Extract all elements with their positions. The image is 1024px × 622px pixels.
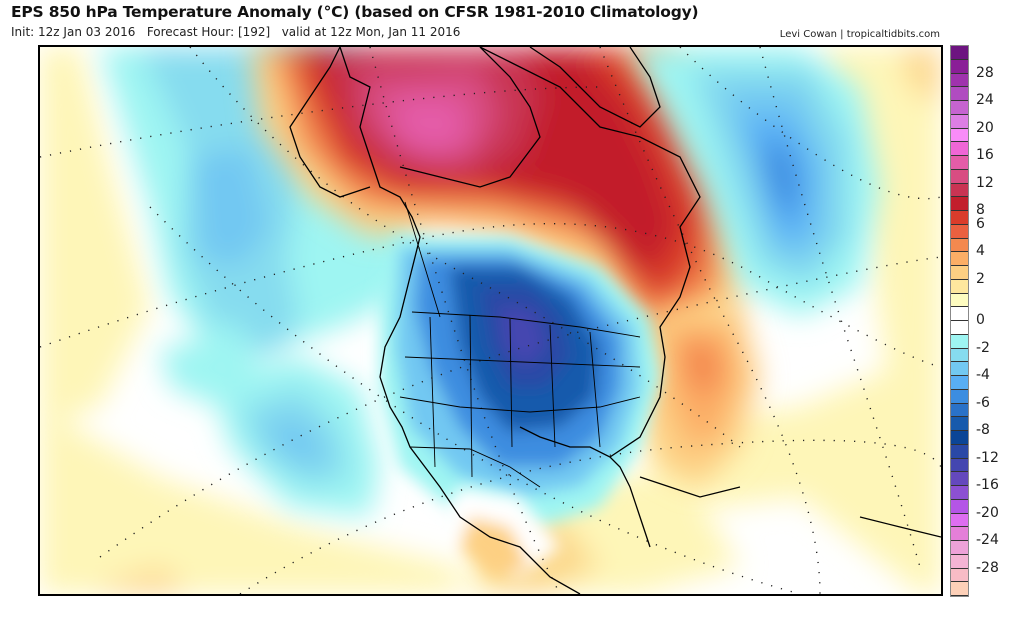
colorbar-bin — [951, 472, 968, 486]
colorbar-bin — [951, 59, 968, 74]
colorbar-tick-label: -4 — [976, 367, 990, 383]
colorbar-bin — [951, 101, 968, 115]
colorbar-bin — [951, 128, 968, 143]
weak-warm-anomalies — [40, 47, 941, 594]
colorbar-bin — [951, 307, 968, 321]
colorbar-tick-label: -6 — [976, 394, 990, 411]
colorbar-bin — [951, 238, 968, 253]
colorbar-bin — [951, 403, 968, 418]
political-borders — [399, 201, 641, 488]
atlantic-cold-anomaly — [630, 47, 880, 317]
anomaly-map — [38, 45, 943, 596]
colorbar-bin — [951, 224, 968, 239]
state-lines — [399, 396, 641, 413]
pacific-coastline — [339, 47, 581, 594]
south-america-coast — [859, 516, 941, 538]
colorbar-tick-label: 28 — [976, 64, 994, 81]
chart-title: EPS 850 hPa Temperature Anomaly (°C) (ba… — [11, 3, 699, 21]
state-lines — [404, 356, 641, 368]
colorbar-bin — [951, 582, 968, 596]
colorbar-bin — [951, 46, 968, 60]
colorbar-bin — [951, 362, 968, 376]
colorbar-tick-label: -12 — [976, 449, 999, 466]
alaska-yukon-border — [404, 201, 441, 318]
atlantic-warm-anomaly — [640, 307, 760, 487]
arctic-coast — [399, 47, 541, 188]
state-lines — [589, 331, 601, 448]
colorbar-bin — [951, 541, 968, 555]
colorbar-bin — [951, 183, 968, 198]
alaska-coast — [289, 47, 371, 198]
cuba — [639, 476, 741, 498]
colorbar-bin — [951, 87, 968, 101]
colorbar-bin — [951, 458, 968, 473]
colorbar-bin — [951, 114, 968, 129]
colorbar-tick-label: -20 — [976, 504, 999, 521]
colorbar-bin — [951, 321, 968, 335]
colorbar-tick-label: 12 — [976, 174, 994, 191]
colorbar-bin — [951, 376, 968, 390]
init-time: Init: 12z Jan 03 2016 — [11, 25, 136, 39]
colorbar-bin — [951, 334, 968, 349]
us-cold-anomaly — [380, 237, 660, 527]
coastlines — [289, 47, 941, 594]
credit: Levi Cowan | tropicaltidbits.com — [779, 29, 940, 40]
colorbar-tick-label: -28 — [976, 559, 999, 576]
state-lines — [549, 324, 556, 448]
graticule — [40, 47, 941, 594]
colorbar-tick-label: 16 — [976, 147, 994, 163]
state-lines — [509, 318, 513, 448]
colorbar-bin — [951, 444, 968, 459]
colorbar-bin — [951, 293, 968, 308]
colorbar-bin — [951, 348, 968, 363]
colorbar-tick-label: 6 — [976, 215, 985, 232]
greenland-coast — [529, 47, 661, 128]
colorbar-tick-label: -8 — [976, 422, 990, 438]
us-mexico-border — [409, 446, 541, 488]
colorbar-bin — [951, 156, 968, 170]
north-america-warm-anomaly — [250, 47, 760, 377]
colorbar-bin — [951, 389, 968, 404]
colorbar-bin — [951, 499, 968, 514]
colorbar-bin — [951, 554, 968, 569]
colorbar-bin — [951, 169, 968, 184]
colorbar-bin — [951, 513, 968, 528]
colorbar-bin — [951, 73, 968, 88]
mexico-anomalies — [440, 487, 560, 577]
colorbar-tick-label: -24 — [976, 532, 999, 548]
state-lines — [429, 316, 436, 468]
colorbar-bin — [951, 279, 968, 294]
colorbar-bin — [951, 568, 968, 583]
colorbar-tick-label: -2 — [976, 339, 990, 356]
colorbar-tick-label: 20 — [976, 119, 994, 136]
colorbar — [950, 45, 969, 597]
map-svg — [40, 47, 941, 594]
colorbar-tick-label: 2 — [976, 270, 985, 287]
us-canada-border — [411, 311, 641, 338]
colorbar-bin — [951, 431, 968, 445]
colorbar-bin — [951, 197, 968, 211]
colorbar-bin — [951, 527, 968, 541]
colorbar-bin — [951, 486, 968, 500]
colorbar-tick-label: 24 — [976, 92, 994, 108]
valid-time: valid at 12z Mon, Jan 11 2016 — [281, 25, 461, 39]
colorbar-bin — [951, 142, 968, 156]
subtitle: Init: 12z Jan 03 2016 Forecast Hour: [19… — [11, 25, 460, 39]
forecast-hour: Forecast Hour: [192] — [146, 25, 271, 39]
colorbar-tick-label: 8 — [976, 202, 985, 218]
colorbar-bin — [951, 266, 968, 280]
atlantic-coastline — [479, 47, 701, 458]
colorbar-bin — [951, 211, 968, 225]
colorbar-bin — [951, 417, 968, 431]
colorbar-bin — [951, 252, 968, 266]
colorbar-tick-label: 4 — [976, 243, 985, 260]
colorbar-tick-label: 0 — [976, 312, 985, 328]
colorbar-tick-label: -16 — [976, 477, 999, 493]
